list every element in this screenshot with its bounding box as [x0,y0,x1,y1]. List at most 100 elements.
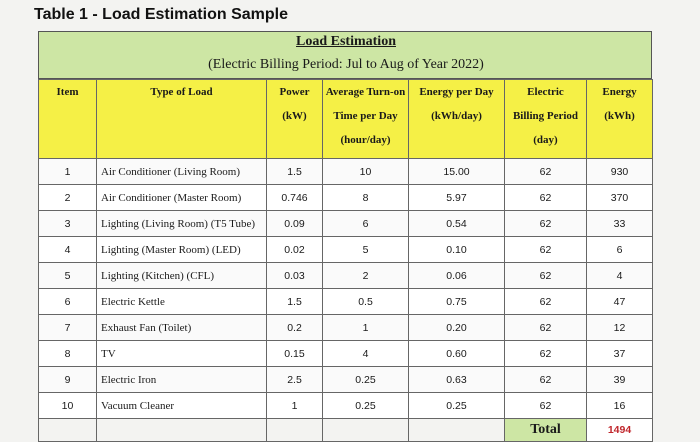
table-row: 7 Exhaust Fan (Toilet) 0.2 1 0.20 62 12 [38,314,653,341]
cell-item: 1 [38,158,97,185]
header-turnon-line1: Average Turn-on [325,86,406,98]
cell-days: 62 [504,158,587,185]
total-spacer [96,418,267,442]
cell-power: 0.02 [266,236,323,263]
cell-power: 2.5 [266,366,323,393]
document-title: Load Estimation [296,34,396,49]
header-type: Type of Load [96,79,267,159]
cell-energy: 47 [586,288,653,315]
cell-load: Air Conditioner (Master Room) [96,184,267,211]
cell-energy: 39 [586,366,653,393]
header-energy: Energy (kWh) [586,79,653,159]
cell-hours: 2 [322,262,409,289]
cell-energy: 37 [586,340,653,367]
cell-hours: 0.5 [322,288,409,315]
cell-hours: 0.25 [322,392,409,419]
table-row: 9 Electric Iron 2.5 0.25 0.63 62 39 [38,366,653,393]
cell-energy: 930 [586,158,653,185]
total-spacer [408,418,505,442]
cell-energy: 6 [586,236,653,263]
total-spacer [266,418,323,442]
header-billing-period: Electric Billing Period (day) [504,79,587,159]
cell-item: 10 [38,392,97,419]
cell-days: 62 [504,288,587,315]
cell-epd: 0.60 [408,340,505,367]
cell-epd: 0.25 [408,392,505,419]
table-row: 1 Air Conditioner (Living Room) 1.5 10 1… [38,158,653,185]
table-row: 4 Lighting (Master Room) (LED) 0.02 5 0.… [38,236,653,263]
cell-days: 62 [504,184,587,211]
header-power: Power (kW) [266,79,323,159]
total-value: 1494 [586,418,653,442]
cell-hours: 8 [322,184,409,211]
cell-epd: 0.20 [408,314,505,341]
total-spacer [38,418,97,442]
cell-power: 1.5 [266,158,323,185]
cell-days: 62 [504,236,587,263]
cell-energy: 4 [586,262,653,289]
header-turnon-line2: Time per Day [333,110,398,122]
cell-hours: 6 [322,210,409,237]
cell-epd: 0.06 [408,262,505,289]
page-title: Table 1 - Load Estimation Sample [34,6,288,23]
cell-epd: 0.10 [408,236,505,263]
cell-power: 0.03 [266,262,323,289]
cell-hours: 0.25 [322,366,409,393]
header-item: Item [38,79,97,159]
cell-item: 3 [38,210,97,237]
total-row: Total 1494 [38,418,653,442]
cell-power: 1 [266,392,323,419]
header-turnon-line3: (hour/day) [340,134,391,146]
table-row: 3 Lighting (Living Room) (T5 Tube) 0.09 … [38,210,653,237]
cell-days: 62 [504,392,587,419]
cell-energy: 16 [586,392,653,419]
cell-item: 4 [38,236,97,263]
table-row: 5 Lighting (Kitchen) (CFL) 0.03 2 0.06 6… [38,262,653,289]
cell-energy: 12 [586,314,653,341]
header-epd-line1: Energy per Day [419,86,494,98]
cell-epd: 5.97 [408,184,505,211]
header-power-line2: (kW) [282,110,307,122]
header-turnon: Average Turn-on Time per Day (hour/day) [322,79,409,159]
table-header-row: Item Type of Load Power (kW) Average Tur… [38,79,653,159]
header-energy-line1: Energy [602,86,637,98]
cell-load: Air Conditioner (Living Room) [96,158,267,185]
load-table: Item Type of Load Power (kW) Average Tur… [38,79,653,442]
header-bp-line3: (day) [533,134,558,146]
table-row: 10 Vacuum Cleaner 1 0.25 0.25 62 16 [38,392,653,419]
cell-hours: 5 [322,236,409,263]
cell-days: 62 [504,340,587,367]
cell-hours: 10 [322,158,409,185]
cell-item: 7 [38,314,97,341]
header-epd-line2: (kWh/day) [431,110,482,122]
cell-power: 0.746 [266,184,323,211]
total-spacer [322,418,409,442]
cell-epd: 0.63 [408,366,505,393]
document-title-band: Load Estimation (Electric Billing Period… [38,31,652,79]
cell-hours: 1 [322,314,409,341]
cell-days: 62 [504,262,587,289]
cell-load: Electric Iron [96,366,267,393]
cell-power: 0.09 [266,210,323,237]
cell-epd: 0.54 [408,210,505,237]
document-subtitle: (Electric Billing Period: Jul to Aug of … [208,57,484,72]
table-row: 6 Electric Kettle 1.5 0.5 0.75 62 47 [38,288,653,315]
table-row: 8 TV 0.15 4 0.60 62 37 [38,340,653,367]
cell-energy: 370 [586,184,653,211]
cell-load: Vacuum Cleaner [96,392,267,419]
header-bp-line2: Billing Period [512,110,579,122]
header-bp-line1: Electric [527,86,564,98]
cell-load: Lighting (Kitchen) (CFL) [96,262,267,289]
cell-load: TV [96,340,267,367]
cell-power: 0.15 [266,340,323,367]
cell-hours: 4 [322,340,409,367]
header-energy-line2: (kWh) [604,110,635,122]
table-row: 2 Air Conditioner (Master Room) 0.746 8 … [38,184,653,211]
cell-load: Electric Kettle [96,288,267,315]
cell-energy: 33 [586,210,653,237]
cell-item: 2 [38,184,97,211]
cell-item: 5 [38,262,97,289]
cell-days: 62 [504,366,587,393]
cell-load: Lighting (Living Room) (T5 Tube) [96,210,267,237]
cell-power: 1.5 [266,288,323,315]
